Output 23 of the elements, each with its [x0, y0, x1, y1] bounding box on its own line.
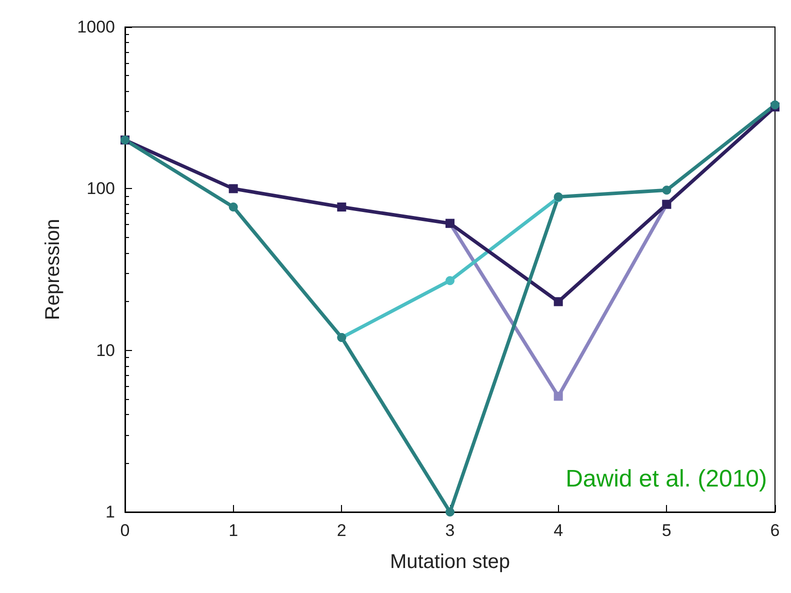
point — [446, 276, 454, 286]
y-tick-label: 100 — [86, 179, 115, 198]
y-tick-label: 1 — [106, 502, 115, 522]
x-tick-label: 6 — [770, 521, 780, 540]
x-tick-label: 4 — [554, 521, 564, 540]
point — [554, 297, 563, 306]
point — [228, 184, 238, 194]
x-axis-title: Mutation step — [390, 551, 510, 573]
point — [770, 100, 780, 110]
x-tick-label: 0 — [120, 521, 130, 540]
x-tick-label: 1 — [228, 521, 238, 540]
point — [228, 202, 238, 212]
point — [554, 392, 563, 401]
point — [446, 508, 454, 516]
x-tick-label: 2 — [336, 521, 346, 540]
annotation: Dawid et al. (2010) — [566, 466, 768, 492]
x-tick-label: 5 — [662, 521, 672, 540]
x-tick-label: 3 — [445, 521, 455, 540]
y-tick-label: 10 — [96, 340, 115, 360]
point — [662, 186, 672, 195]
y-axis-title: Repression — [42, 218, 64, 320]
y-tick-label: 1000 — [77, 18, 115, 36]
point — [337, 202, 346, 212]
